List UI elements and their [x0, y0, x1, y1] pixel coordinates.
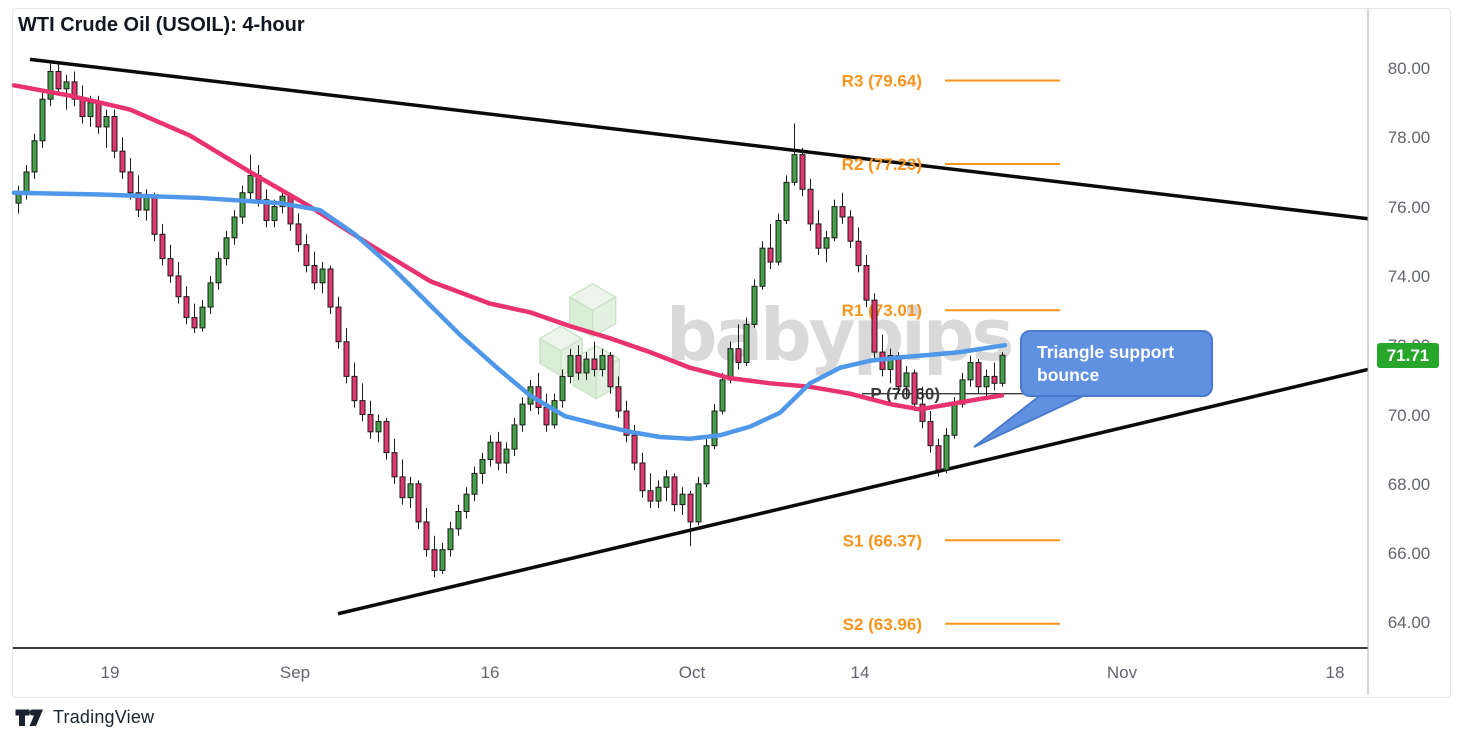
time-axis-label: 19 [100, 663, 120, 682]
pivot-label: R3 (79.64) [842, 71, 922, 90]
time-axis-label: 18 [1325, 663, 1345, 682]
callout-triangle-support-bounce: Triangle support bounce [1020, 330, 1213, 397]
price-axis[interactable]: 80.0078.0076.0074.0072.0070.0068.0066.00… [1370, 0, 1448, 696]
price-axis-label: 66.00 [1387, 544, 1431, 564]
tradingview-logo-icon [15, 709, 43, 726]
price-axis-label: 68.00 [1387, 474, 1431, 494]
price-axis-label: 78.00 [1387, 128, 1431, 148]
chart-title: WTI Crude Oil (USOIL): 4-hour [18, 14, 305, 36]
time-axis-label: Oct [678, 663, 706, 682]
chart-panel-border [12, 8, 1451, 698]
pivot-label: S1 (66.37) [843, 531, 922, 550]
time-axis-label: Sep [279, 663, 311, 682]
pivot-label: S2 (63.96) [843, 615, 922, 634]
triangle-resistance-line [29, 57, 1369, 221]
triangle-support-line [337, 367, 1369, 616]
pivot-label: R1 (73.01) [842, 301, 922, 320]
price-axis-label: 80.00 [1387, 59, 1431, 78]
pivot-label: R2 (77.23) [842, 155, 922, 174]
ma-pink [11, 83, 1005, 412]
price-axis-label: 64.00 [1387, 613, 1431, 633]
tradingview-logo-text: TradingView [53, 707, 155, 727]
time-axis[interactable]: 19 Sep 16 Oct 14 Nov 18 [0, 648, 1368, 695]
time-axis-label: 16 [480, 663, 500, 682]
price-axis-label: 76.00 [1387, 197, 1431, 217]
time-axis-label: Nov [1106, 663, 1138, 682]
time-axis-label: 14 [850, 663, 870, 682]
last-price-badge: 71.71 [1377, 343, 1439, 368]
tradingview-branding[interactable]: TradingView [15, 707, 154, 728]
candlestick-series [15, 62, 1006, 578]
callout-text: Triangle support bounce [1037, 342, 1175, 385]
price-axis-label: 74.00 [1387, 266, 1431, 286]
ma-blue [11, 190, 1008, 442]
price-axis-label: 70.00 [1387, 405, 1431, 425]
